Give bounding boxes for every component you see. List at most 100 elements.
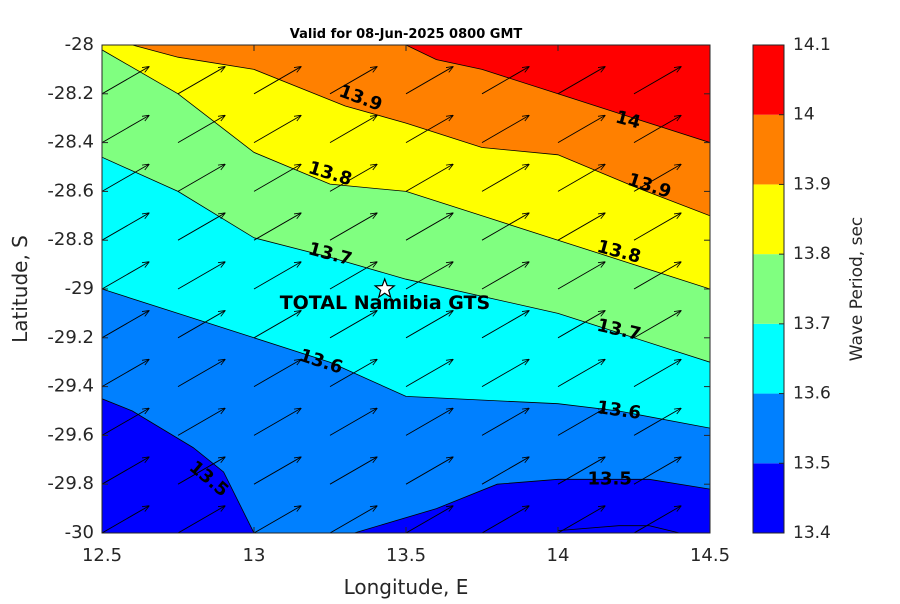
wave-arrow (405, 213, 453, 241)
wave-arrow (405, 262, 453, 290)
wave-arrow (177, 457, 225, 485)
wave-arrow (481, 408, 529, 436)
colorbar-tick-label: 13.6 (793, 384, 831, 404)
wave-arrow (329, 360, 377, 387)
wave-arrow (557, 360, 605, 387)
contour-line-13.5 (102, 398, 255, 533)
wave-arrow (405, 360, 453, 387)
wave-arrow (329, 213, 377, 241)
wave-arrow (329, 408, 377, 436)
y-tick-label: -28.6 (47, 180, 94, 201)
wave-arrow (405, 116, 453, 143)
wave-arrow (177, 67, 225, 95)
wave-arrow (633, 311, 681, 339)
wave-arrow (329, 262, 377, 290)
contour-label: 13.5 (587, 468, 631, 489)
wave-arrow (481, 213, 529, 241)
wave-arrow (329, 67, 377, 95)
x-axis-label: Longitude, E (344, 575, 469, 599)
x-tick-label: 12.5 (82, 545, 122, 566)
wave-arrow (177, 262, 225, 290)
x-tick-label: 13.5 (386, 545, 426, 566)
wave-arrow (177, 311, 225, 339)
y-tick-label: -29 (65, 278, 94, 299)
wave-arrow (102, 164, 149, 192)
wave-arrow (177, 360, 225, 387)
wave-arrow (329, 457, 377, 485)
y-tick-label: -28.4 (47, 132, 94, 153)
y-tick-label: -28.2 (47, 83, 94, 104)
wave-arrow (253, 262, 301, 290)
contour-line-13.4 (557, 525, 680, 533)
y-tick-label: -29.6 (47, 424, 94, 445)
chart-title: Valid for 08-Jun-2025 0800 GMT (290, 27, 523, 42)
y-axis: -28 -28.2 -28.4 -28.6 -28.8 -29 -29.2 -29.4 -29.… (47, 34, 710, 543)
wave-arrow (481, 311, 529, 339)
y-tick-label: -29.2 (47, 327, 94, 348)
wave-arrow (253, 408, 301, 436)
wave-arrow (557, 116, 605, 143)
wave-arrow (329, 506, 377, 533)
wave-arrow (405, 506, 453, 533)
wave-arrow (177, 213, 225, 241)
wave-arrow (633, 457, 681, 485)
wave-arrow (557, 213, 605, 241)
wave-arrow (177, 506, 225, 533)
colorbar-tick-label: 14 (793, 105, 815, 125)
wave-arrow (177, 164, 225, 192)
wave-arrow (405, 457, 453, 485)
y-tick-label: -29.8 (47, 473, 94, 494)
wave-arrow (633, 360, 681, 387)
contour-line-13.9 (132, 45, 710, 217)
colorbar-swatch (753, 45, 784, 115)
wave-arrow (253, 506, 301, 533)
y-axis-label: Latitude, S (8, 235, 32, 343)
colorbar-tick-label: 13.8 (793, 244, 831, 264)
wave-arrow (557, 164, 605, 192)
site-label: TOTAL Namibia GTS (280, 292, 491, 314)
wave-arrow (633, 164, 681, 192)
wave-arrow (253, 164, 301, 192)
wave-arrow (405, 67, 453, 95)
x-tick-label: 14.5 (690, 545, 730, 566)
colorbar-swatch (753, 393, 784, 464)
y-tick-label: -28 (65, 34, 94, 55)
wave-arrow (329, 116, 377, 143)
wave-arrow (481, 116, 529, 143)
site-annotation: TOTAL Namibia GTS (280, 277, 491, 314)
contour-line-13.5 (354, 478, 710, 533)
wave-arrow (177, 116, 225, 143)
wave-arrow (102, 213, 149, 241)
wave-arrow (481, 457, 529, 485)
wave-arrow (102, 457, 149, 485)
wave-arrow (633, 408, 681, 436)
colorbar-swatch (753, 254, 784, 324)
colorbar-label: Wave Period, sec (847, 217, 867, 362)
colorbar-tick-label: 13.9 (793, 174, 831, 194)
wave-arrow (557, 67, 605, 95)
wave-arrow (405, 311, 453, 339)
wave-arrow (253, 360, 301, 387)
wave-arrow (633, 67, 681, 95)
contour-line-13.6 (102, 288, 710, 429)
contour-line-14 (405, 45, 710, 143)
colorbar-swatch (753, 463, 784, 533)
wave-arrow (481, 67, 529, 95)
x-tick-label: 14 (547, 545, 570, 566)
wave-arrow (633, 506, 681, 533)
wave-arrow (557, 506, 605, 533)
y-tick-label: -30 (65, 522, 94, 543)
colorbar-tick-label: 13.7 (793, 314, 831, 334)
plot-area (102, 45, 710, 533)
colorbar-tick-label: 13.4 (793, 523, 831, 543)
wave-arrow (633, 213, 681, 241)
contour-line-13.7 (102, 156, 710, 363)
colorbar-swatch (753, 184, 784, 255)
wave-arrow (253, 116, 301, 143)
x-axis: 12.5 13 13.5 14 14.5 (82, 45, 730, 566)
wave-arrow (253, 213, 301, 241)
x-tick-label: 13 (243, 545, 266, 566)
wave-arrow (102, 408, 149, 436)
site-star-marker (373, 277, 396, 299)
